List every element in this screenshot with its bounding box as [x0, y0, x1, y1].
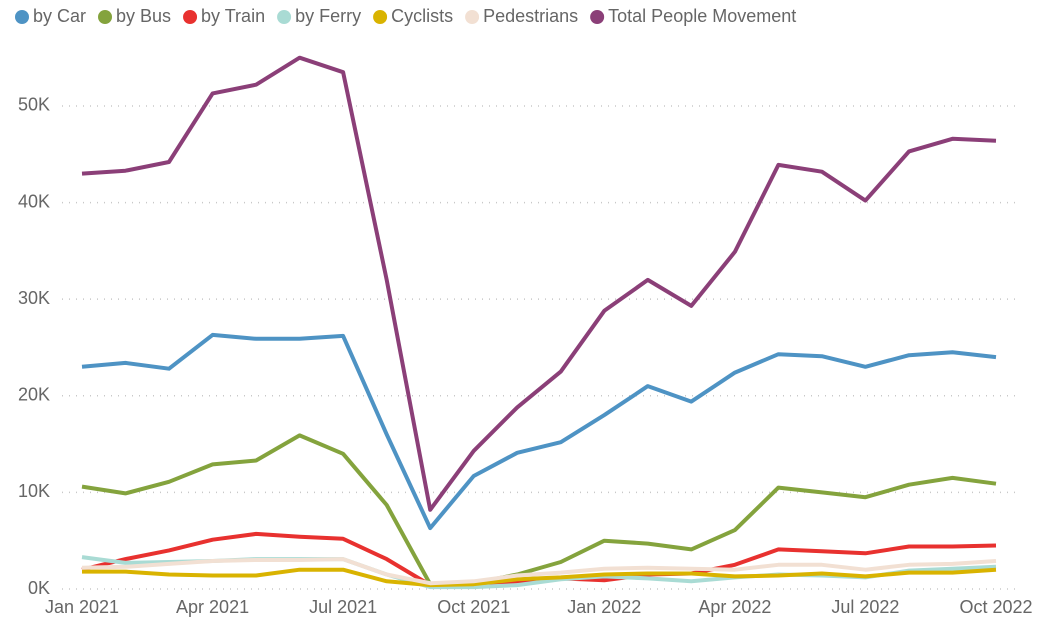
legend-marker — [183, 10, 198, 24]
series-line — [81, 433, 997, 587]
y-tick-label: 40K — [18, 191, 50, 211]
legend-label: by Bus — [116, 6, 171, 26]
x-tick-label: Jul 2021 — [309, 597, 377, 617]
series-line — [81, 557, 997, 586]
y-tick-label: 0K — [28, 578, 50, 598]
legend-label: by Car — [33, 6, 86, 26]
y-tick-label: 20K — [18, 385, 50, 405]
legend-marker — [465, 10, 480, 24]
x-tick-label: Oct 2021 — [437, 597, 510, 617]
series-line — [82, 567, 997, 588]
legend-label: Total People Movement — [608, 6, 796, 26]
legend-label: by Ferry — [295, 6, 361, 26]
x-tick-label: Jul 2022 — [831, 597, 899, 617]
y-tick-label: 10K — [18, 481, 50, 501]
y-tick-label: 30K — [18, 288, 50, 308]
series-line — [81, 332, 997, 531]
legend-marker — [277, 10, 292, 24]
legend-label: by Train — [201, 6, 265, 26]
legend-label: Cyclists — [391, 6, 453, 26]
series-line — [81, 55, 997, 512]
x-tick-label: Oct 2022 — [959, 597, 1032, 617]
x-tick-label: Apr 2021 — [176, 597, 249, 617]
legend-label: Pedestrians — [483, 6, 578, 26]
x-tick-label: Jan 2021 — [45, 597, 119, 617]
x-tick-label: Apr 2022 — [698, 597, 771, 617]
legend-marker — [98, 10, 113, 24]
legend-marker — [590, 10, 605, 24]
legend-marker — [373, 10, 388, 24]
x-tick-label: Jan 2022 — [567, 597, 641, 617]
legend-marker — [15, 10, 29, 24]
y-tick-label: 50K — [18, 95, 50, 115]
